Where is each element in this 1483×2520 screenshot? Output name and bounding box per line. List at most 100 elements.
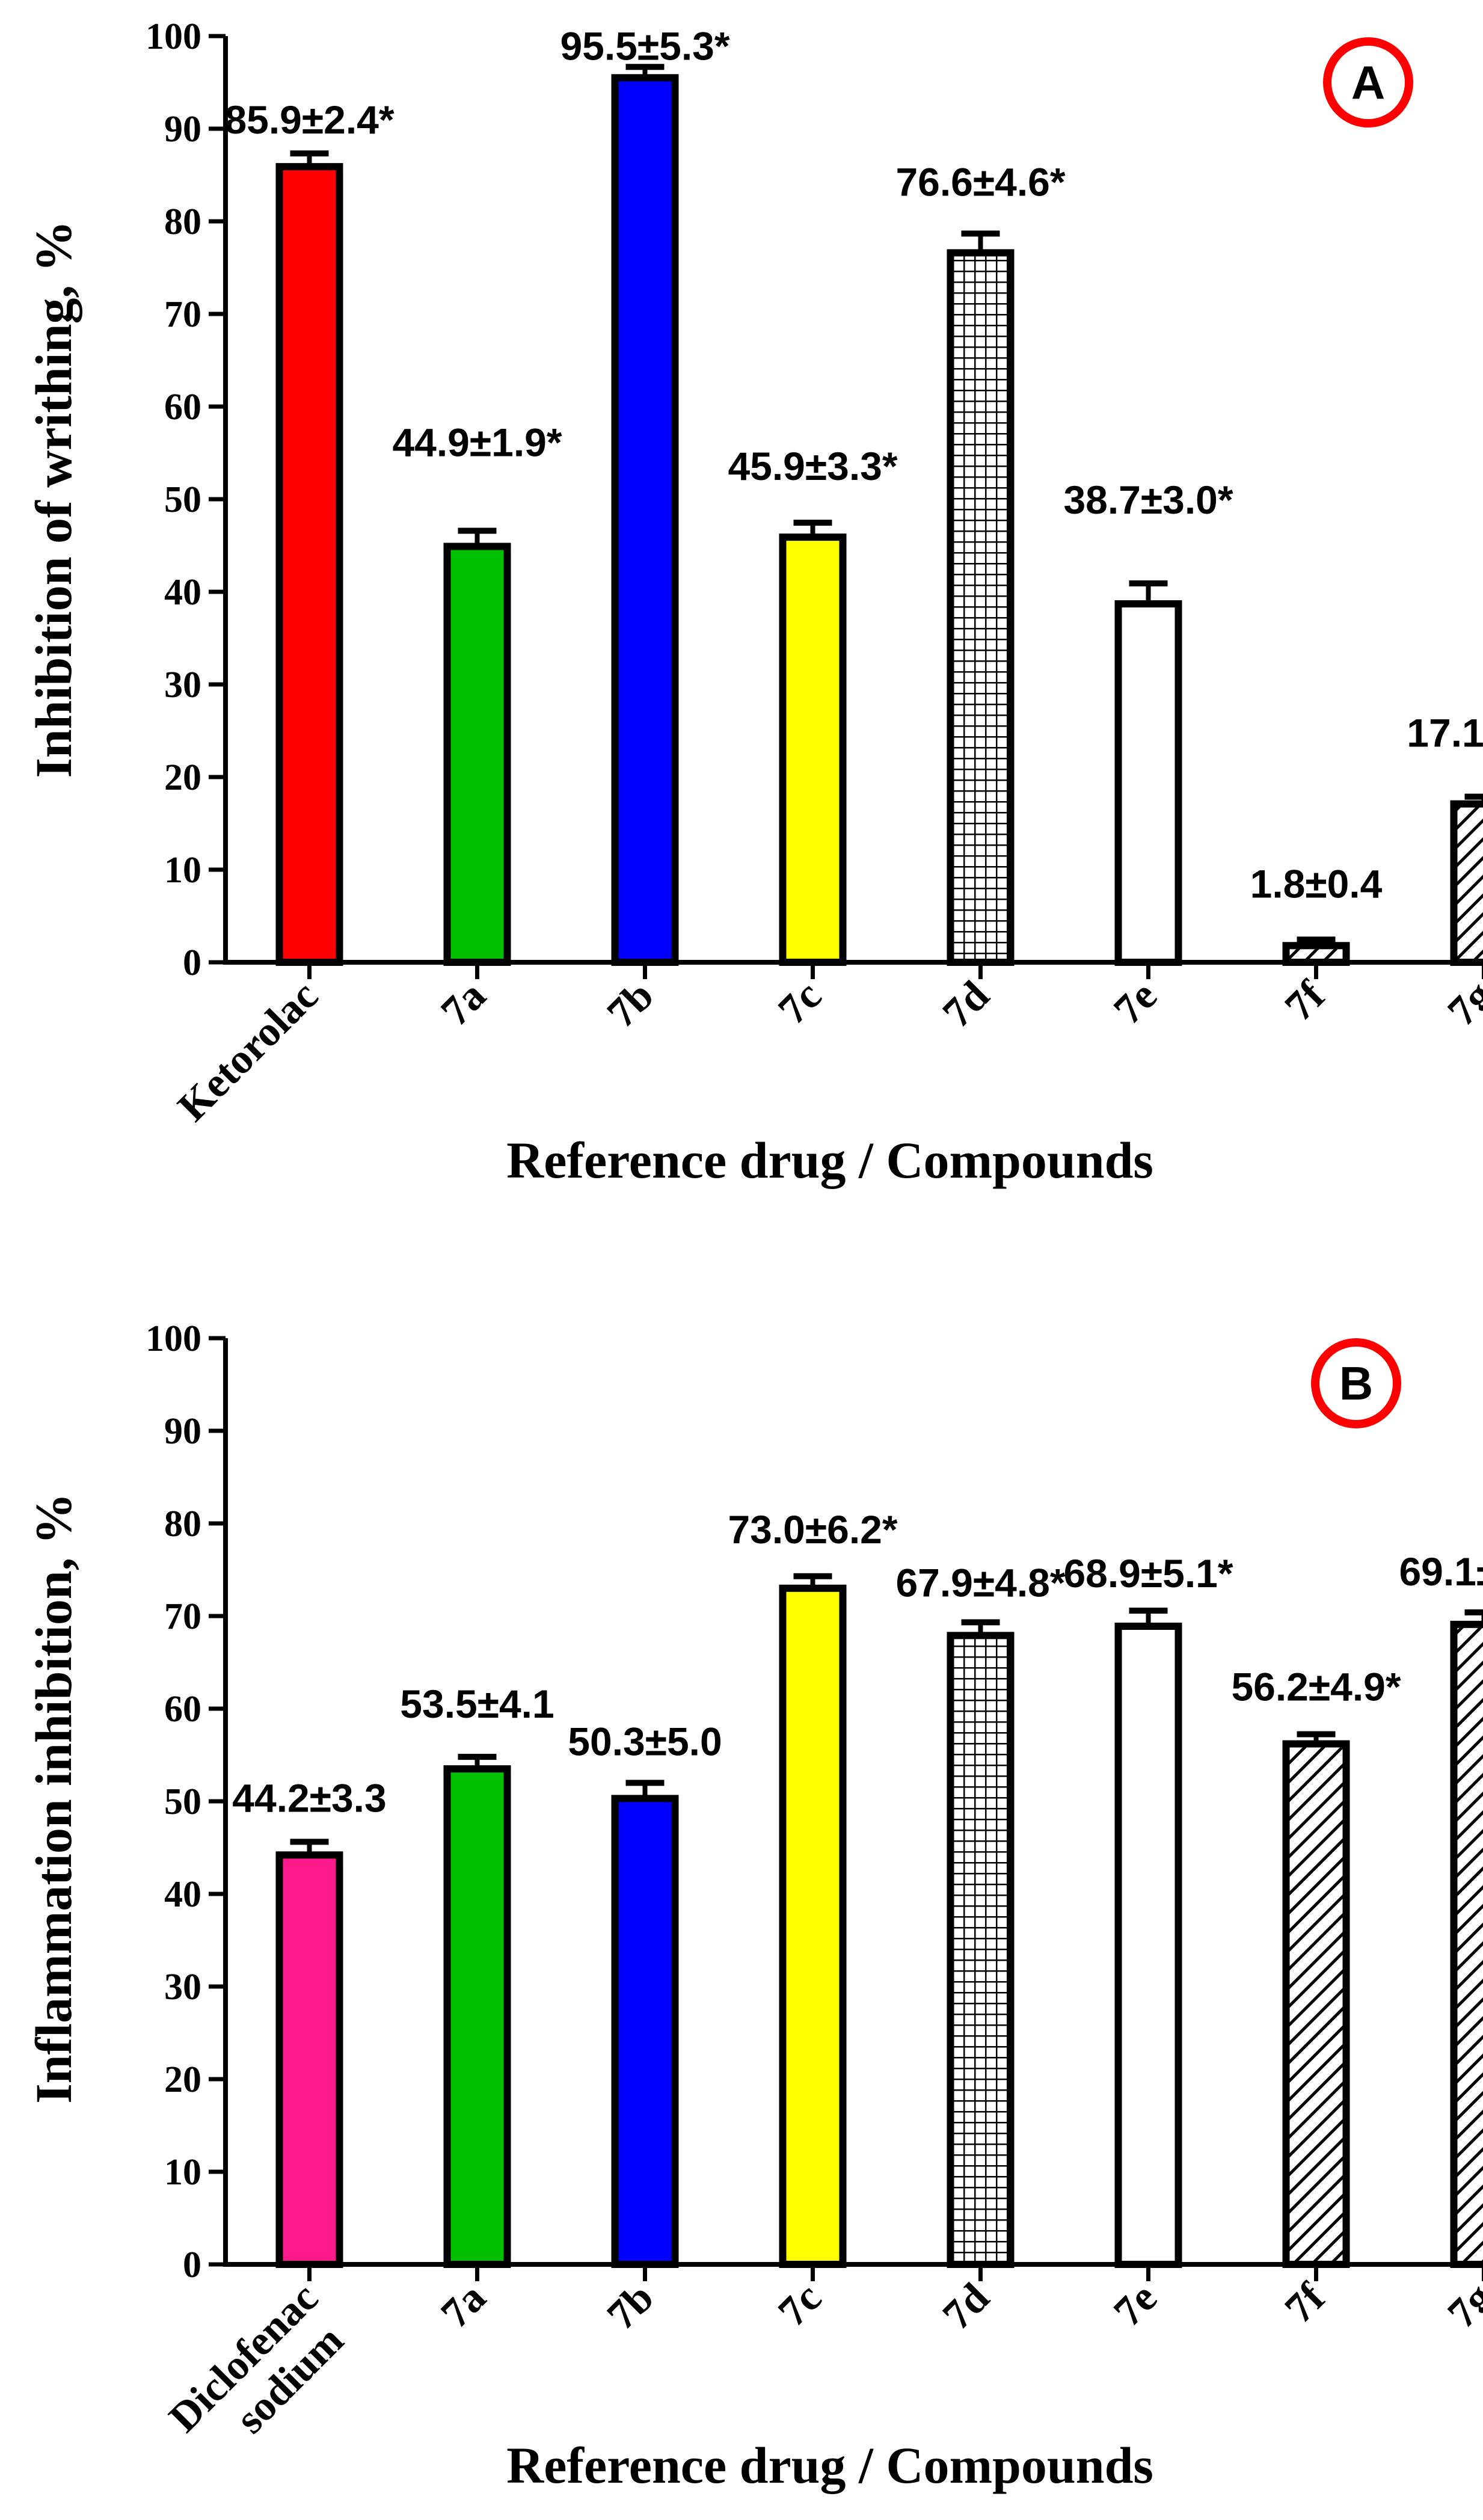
panel-b-bar-7c — [779, 1584, 847, 2268]
panel-a-category-label-line: 7b — [598, 973, 663, 1037]
panel-b-y-tick-label: 80 — [164, 1504, 201, 1544]
panel-a-category-label: 7e — [1105, 973, 1166, 1033]
panel-a-category-label-line: 7g — [1439, 973, 1483, 1035]
panel-a-data-label: 45.9±3.3* — [728, 444, 897, 488]
panel-b-data-label: 53.5±4.1 — [400, 1682, 554, 1726]
panel-a-badge-ring — [1323, 37, 1413, 128]
panel-b-category-label-line: 7b — [598, 2275, 663, 2339]
panel-a-bar-7a — [443, 542, 511, 966]
panel-a-plot-area: 0 10 20 30 40 50 60 70 80 90 100 85.9±2.4* Ketorolac… — [146, 16, 1483, 1130]
panel-b-y-tick-label: 20 — [164, 2059, 201, 2100]
panel-a-x-axis-title: Reference drug / Compounds — [506, 1131, 1153, 1189]
panel-b-data-label: 56.2±4.9* — [1231, 1665, 1401, 1709]
panel-a-data-label: 17.1±1.2 — [1407, 711, 1483, 755]
panel-a-data-label: 38.7±3.0* — [1063, 478, 1233, 522]
panel-b-category-label: 7f — [1276, 2274, 1334, 2332]
panel-b-data-label: 68.9±5.1* — [1063, 1551, 1233, 1596]
panel-a-data-label: 95.5±5.3* — [560, 23, 729, 68]
panel-a-bar-7e — [1114, 600, 1182, 966]
panel-a-category-label: 7g — [1439, 973, 1483, 1035]
panel-b-category-label: 7g — [1439, 2275, 1483, 2337]
panel-a-y-tick-label: 100 — [146, 16, 201, 57]
panel-b-category-label-line: 7f — [1276, 2274, 1334, 2332]
panel-b-bar-7b — [611, 1795, 679, 2268]
panel-b-y-tick-label: 70 — [164, 1596, 201, 1637]
panel-b-category-label-line: 7g — [1439, 2275, 1483, 2337]
panel-b-y-tick-label: 10 — [164, 2152, 201, 2193]
panel-b-y-tick-label: 50 — [164, 1781, 201, 1822]
panel-a-bar-7b — [611, 74, 679, 966]
panel-b-badge-ring — [1311, 1338, 1401, 1428]
panel-a-y-tick-label: 80 — [164, 201, 201, 242]
panel-b-bar-7g — [1450, 1620, 1483, 2269]
panel-b-plot-area: 0 10 20 30 40 50 60 70 80 90 100 44.2±3.3 Diclofenac… — [146, 1318, 1483, 2475]
panel-a-category-label: 7a — [432, 973, 495, 1035]
panel-b-y-tick-label: 100 — [146, 1318, 201, 1359]
panel-b-category-label: Diclofenacsodium — [161, 2275, 361, 2475]
panel-a-data-label: 1.8±0.4 — [1250, 861, 1383, 906]
panel-b-category-label-line: 7d — [934, 2275, 998, 2339]
panel-a-category-label: 7d — [934, 973, 998, 1037]
panel-a-data-label: 76.6±4.6* — [895, 159, 1065, 204]
panel-a-y-tick-label: 50 — [164, 479, 201, 520]
panel-a-category-label-line: 7f — [1276, 972, 1334, 1030]
panel-a-badge: A — [1323, 37, 1413, 128]
panel-a-category-label-line: 7e — [1105, 973, 1166, 1033]
panel-b-category-label-line: 7a — [432, 2275, 495, 2337]
panel-a-bar-ketorolac — [275, 163, 343, 966]
panel-b-category-label: 7d — [934, 2275, 998, 2339]
panel-b-bar-7a — [443, 1765, 511, 2269]
panel-a-badge-letter: A — [1351, 56, 1385, 109]
panel-b-bar-7d — [947, 1632, 1015, 2269]
panel-b-category-label: 7a — [432, 2275, 495, 2337]
panel-b-category-label: 7e — [1105, 2275, 1166, 2335]
panel-a-bar-7f — [1282, 942, 1350, 967]
panel-b-y-axis-title: Inflammation inhibition, % — [25, 1493, 82, 2104]
panel-a-chart: Inhibition of writhing, % Reference drug… — [25, 16, 1483, 1189]
panel-a-category-label-line: 7c — [770, 973, 831, 1033]
panel-b-data-label: 50.3±5.0 — [568, 1719, 722, 1763]
panel-a-y-tick-label: 30 — [164, 665, 201, 705]
panel-b-badge-letter: B — [1339, 1357, 1373, 1410]
panel-a-y-tick-label: 90 — [164, 109, 201, 150]
panel-b-x-axis-title: Reference drug / Compounds — [506, 2436, 1153, 2494]
panel-a-y-tick-label: 60 — [164, 387, 201, 428]
panel-a-y-tick-label: 70 — [164, 294, 201, 335]
panel-b-category-label: 7b — [598, 2275, 663, 2339]
panel-b-data-label: 69.1±6.0* — [1399, 1549, 1483, 1594]
panel-b-bar-diclofenac-sodium — [275, 1851, 343, 2269]
panel-a-category-label-line: Ketorolac — [169, 973, 327, 1130]
panel-a-y-tick-label: 40 — [164, 572, 201, 613]
panel-b-y-tick-label: 30 — [164, 1967, 201, 2008]
panel-a-category-label: 7f — [1276, 972, 1334, 1030]
panel-b-data-label: 67.9±4.8* — [895, 1560, 1065, 1605]
panel-a-bar-7g — [1450, 800, 1483, 967]
panel-b-category-label-line: 7c — [770, 2275, 831, 2335]
panel-a-y-axis-title: Inhibition of writhing, % — [25, 220, 82, 778]
panel-b-category-label: 7c — [770, 2275, 831, 2335]
panel-b-category-label-line: 7e — [1105, 2275, 1166, 2335]
panel-b-chart: Inflammation inhibition, % Reference dru… — [25, 1318, 1483, 2494]
panel-a-data-label: 44.9±1.9* — [392, 420, 562, 465]
panel-b-y-tick-label: 40 — [164, 1874, 201, 1915]
panel-a-data-label: 85.9±2.4* — [224, 97, 394, 142]
panel-a-bar-7d — [947, 249, 1015, 966]
panel-b-y-tick-label: 90 — [164, 1411, 201, 1452]
panel-a-y-tick-label: 20 — [164, 757, 201, 798]
panel-b-bar-7f — [1282, 1740, 1350, 2268]
panel-a-category-label: 7c — [770, 973, 831, 1033]
panel-a-y-tick-label: 0 — [183, 942, 201, 983]
panel-a-y-tick-label: 10 — [164, 850, 201, 891]
panel-a-category-label: Ketorolac — [169, 973, 327, 1130]
panel-b-y-tick-label: 0 — [183, 2245, 201, 2285]
panel-b-bar-7e — [1114, 1622, 1182, 2268]
panel-b-data-label: 44.2±3.3 — [232, 1775, 386, 1820]
panel-a-category-label-line: 7a — [432, 973, 495, 1035]
panel-b-badge: B — [1311, 1338, 1401, 1428]
panel-b-y-tick-label: 60 — [164, 1689, 201, 1730]
panel-b-data-label: 73.0±6.2* — [728, 1507, 897, 1552]
panel-a-bar-7c — [779, 533, 847, 966]
panel-a-category-label-line: 7d — [934, 973, 998, 1037]
panel-a-category-label: 7b — [598, 973, 663, 1037]
